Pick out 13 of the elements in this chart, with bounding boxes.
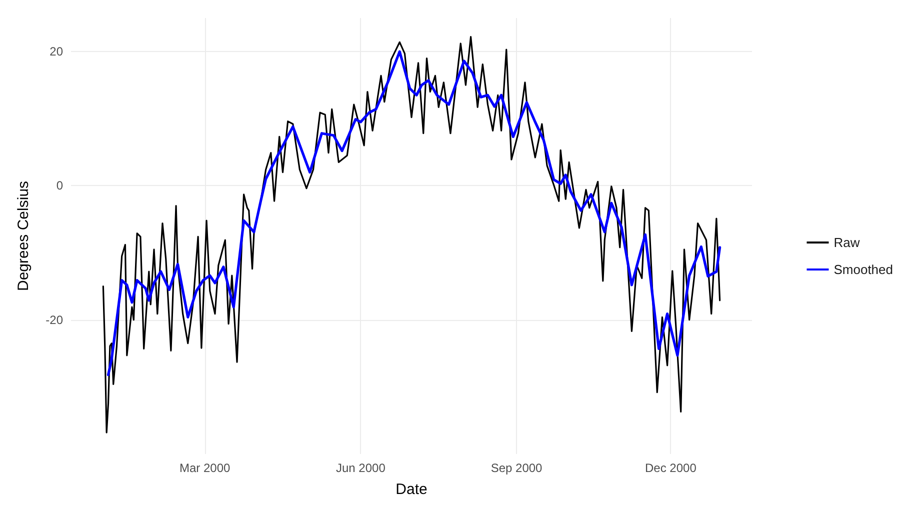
y-tick-label: -20 xyxy=(46,312,64,327)
y-tick-label: 20 xyxy=(50,44,64,59)
y-axis-title: Degrees Celsius xyxy=(15,180,32,292)
x-tick-label: Sep 2000 xyxy=(490,461,543,475)
line-series xyxy=(106,50,722,376)
x-axis-title: Date xyxy=(396,481,428,498)
legend-label: Smoothed xyxy=(834,262,894,277)
x-tick-label: Jun 2000 xyxy=(336,461,386,475)
y-tick-label: 0 xyxy=(56,178,64,193)
line-series xyxy=(102,36,721,434)
x-tick-label: Mar 2000 xyxy=(179,461,230,475)
x-tick-label: Dec 2000 xyxy=(645,461,697,475)
legend-label: Raw xyxy=(834,235,860,250)
